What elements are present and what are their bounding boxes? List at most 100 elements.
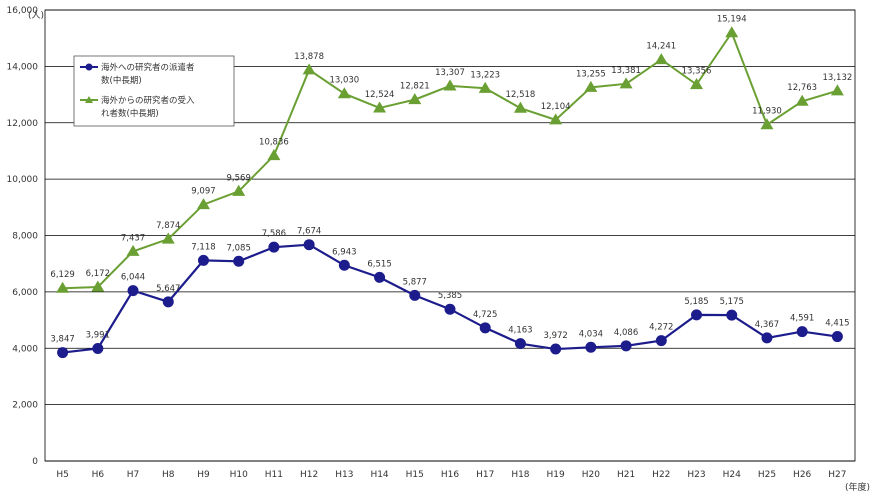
legend-label: 海外からの研究者の受入 [101,95,195,106]
data-point [303,239,315,251]
data-label: 11,930 [752,107,782,117]
data-label: 4,163 [508,326,532,336]
x-axis: H5 H6 H7 H8 H9 H10 H11 H12 H13 H14 H15 H16 H17 H18 H19… [56,470,846,480]
data-point [196,198,210,210]
data-label: 12,524 [365,90,395,100]
data-label: 4,034 [579,329,603,339]
x-tick-label: H27 [828,470,846,480]
data-point [654,53,668,65]
x-tick-label: H6 [92,470,105,480]
data-point [619,77,633,89]
data-point [726,309,738,321]
x-tick-label: H7 [127,470,140,480]
data-point [232,184,246,196]
y-tick-label: 16,000 [7,6,39,16]
data-label: 4,086 [614,328,638,338]
x-tick-label: H12 [300,470,318,480]
legend-label: れ者数(中長期) [101,108,159,119]
data-point [760,118,774,130]
data-label: 10,836 [259,138,289,148]
x-tick-label: H11 [265,470,283,480]
data-point [795,94,809,106]
x-axis-unit-label: (年度) [845,481,870,493]
data-point [408,93,422,105]
y-tick-label: 4,000 [12,344,38,354]
data-label: 5,185 [684,297,708,307]
data-point [549,113,563,125]
data-point [796,326,808,338]
data-point [56,281,70,293]
data-point [830,84,844,96]
data-point [514,338,526,350]
data-label: 4,591 [790,314,814,324]
data-point [126,244,140,256]
data-label: 13,307 [435,68,465,78]
data-label: 13,878 [294,52,324,62]
data-label: 4,272 [649,323,673,333]
data-point [92,343,104,355]
series-layer: 3,847 3,991 6,044 5,647 7,118 7,085 7,586 7,674… [50,15,852,359]
data-point [691,309,703,321]
x-tick-label: H16 [441,470,459,480]
data-label: 4,415 [825,319,849,329]
data-label: 4,367 [755,320,779,330]
y-axis: 0 2,000 4,000 6,000 8,000 10,000 12,000 14,000 1… [7,6,39,467]
x-tick-label: H14 [370,470,388,480]
data-label: 12,821 [400,82,430,92]
data-point [725,26,739,38]
data-label: 6,943 [332,247,356,257]
x-tick-label: H21 [617,470,635,480]
data-label: 5,647 [156,284,180,294]
data-point [373,101,387,113]
data-point [690,78,704,90]
x-tick-label: H23 [687,470,705,480]
data-point [268,241,280,253]
plot-frame [44,9,856,462]
y-axis-unit-label: (人) [28,10,44,21]
data-point [338,259,350,271]
x-tick-label: H17 [476,470,494,480]
data-label: 5,385 [438,291,462,301]
data-point [443,79,457,91]
data-label: 6,172 [86,269,110,279]
data-label: 3,991 [86,331,110,341]
y-tick-label: 2,000 [12,401,38,411]
data-point [479,322,491,334]
data-label: 3,847 [50,335,74,345]
legend-label: 数(中長期) [101,75,142,86]
x-tick-label: H8 [162,470,175,480]
data-point [550,343,562,355]
data-point [374,271,386,283]
data-label: 13,132 [823,73,853,83]
data-label: 15,194 [717,15,747,25]
data-label: 4,725 [473,310,497,320]
data-point [127,285,139,297]
series-1: 3,847 3,991 6,044 5,647 7,118 7,085 7,586 7,674… [50,227,850,359]
data-point [761,332,773,344]
series-2: 6,129 6,172 7,437 7,874 9,097 9,569 10,836 13,8… [50,15,852,293]
data-point [57,347,69,359]
x-tick-label: H15 [406,470,424,480]
data-label: 13,356 [682,67,712,77]
legend-label: 海外への研究者の派遣者 [101,62,195,73]
data-point [444,303,456,315]
x-tick-label: H19 [547,470,565,480]
data-label: 7,085 [227,243,251,253]
data-label: 3,972 [543,331,567,341]
legend-box [73,55,235,127]
y-tick-label: 12,000 [7,119,39,129]
data-label: 12,518 [506,90,536,100]
x-tick-label: H24 [723,470,741,480]
y-tick-label: 8,000 [12,232,38,242]
x-tick-label: H9 [197,470,210,480]
data-label: 13,381 [611,66,641,76]
x-tick-label: H13 [335,470,353,480]
legend-marker [85,63,93,71]
x-tick-label: H25 [758,470,776,480]
data-point [302,63,316,75]
data-label: 5,877 [403,277,427,287]
data-label: 13,223 [470,70,500,80]
data-label: 6,044 [121,273,145,283]
